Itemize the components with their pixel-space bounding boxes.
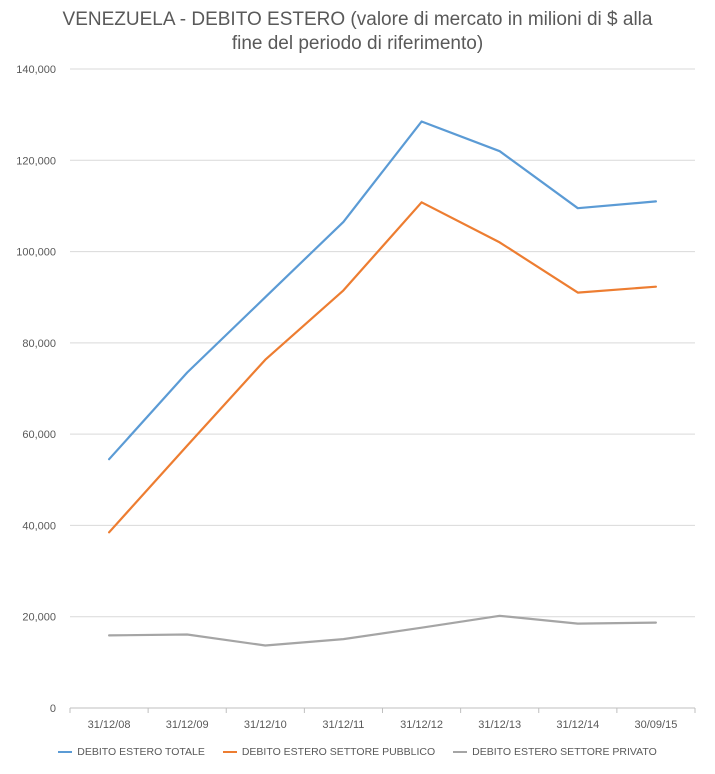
legend-label: DEBITO ESTERO SETTORE PRIVATO <box>472 746 657 758</box>
y-tick-label: 20,000 <box>22 612 56 624</box>
legend-item-1: DEBITO ESTERO TOTALE <box>58 746 205 758</box>
x-tick-label: 30/09/15 <box>635 719 678 731</box>
chart-title-line-1: VENEZUELA - DEBITO ESTERO (valore di mer… <box>62 9 653 30</box>
x-tick-label: 31/12/13 <box>478 719 521 731</box>
chart-legend: DEBITO ESTERO TOTALE DEBITO ESTERO SETTOR… <box>0 746 715 758</box>
series-line-1 <box>107 120 658 461</box>
series-line-2 <box>107 201 658 534</box>
y-tick-label: 60,000 <box>22 429 56 441</box>
gridlines <box>70 68 695 618</box>
y-tick-label: 100,000 <box>16 247 56 259</box>
x-tick-label: 31/12/10 <box>244 719 287 731</box>
legend-label: DEBITO ESTERO SETTORE PUBBLICO <box>241 746 436 758</box>
axes <box>69 707 696 713</box>
x-tick-label: 31/12/11 <box>322 719 364 731</box>
legend-swatch <box>222 751 237 753</box>
legend-swatch <box>453 751 468 753</box>
x-axis-tick-labels: 31/12/08 31/12/09 31/12/10 31/12/11 31/12/12… <box>88 719 678 731</box>
y-tick-label: 80,000 <box>22 338 56 350</box>
x-tick-label: 31/12/12 <box>400 719 443 731</box>
y-tick-label: 0 <box>50 703 56 715</box>
y-tick-label: 140,000 <box>16 64 56 76</box>
x-tick-label: 31/12/09 <box>166 719 209 731</box>
line-chart-plot: 0 20,000 40,000 60,000 80,000 100,000 120,000 1… <box>16 64 696 731</box>
legend-label: DEBITO ESTERO TOTALE <box>77 746 205 758</box>
legend-swatch <box>58 751 73 753</box>
y-axis-tick-labels: 0 20,000 40,000 60,000 80,000 100,000 120,000 1… <box>16 64 56 715</box>
chart-title-line-2: fine del periodo di riferimento) <box>231 33 484 54</box>
series-line-3 <box>107 614 658 647</box>
legend-item-2: DEBITO ESTERO SETTORE PUBBLICO <box>222 746 436 758</box>
x-tick-label: 31/12/08 <box>88 719 131 731</box>
y-tick-label: 120,000 <box>16 155 56 167</box>
y-tick-label: 40,000 <box>22 520 56 532</box>
x-tick-label: 31/12/14 <box>556 719 599 731</box>
legend-item-3: DEBITO ESTERO SETTORE PRIVATO <box>453 746 657 758</box>
chart-title: VENEZUELA - DEBITO ESTERO (valore di mer… <box>40 8 675 56</box>
series-lines <box>107 120 658 647</box>
